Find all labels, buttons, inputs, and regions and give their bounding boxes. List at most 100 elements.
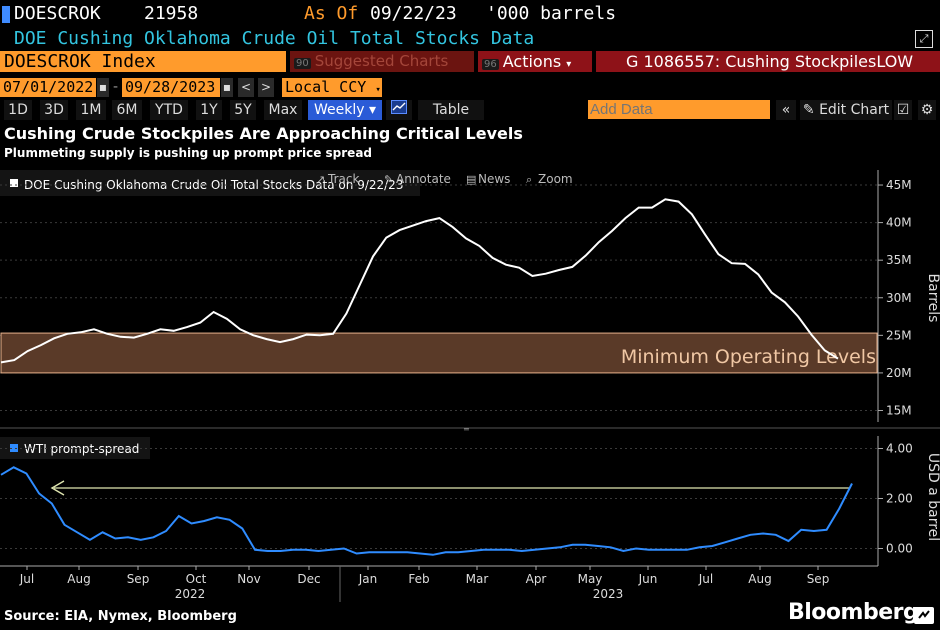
security-bar: DOESCROK Index 90 Suggested Charts 96 Acti…	[0, 50, 940, 74]
y-tick-label: 45M	[886, 178, 912, 192]
period-6m[interactable]: 6M	[112, 100, 142, 120]
period-1y[interactable]: 1Y	[196, 100, 222, 120]
edit-chart-label: Edit Chart	[819, 102, 890, 118]
chevron-left-icon[interactable]: <	[238, 78, 254, 97]
y-axis-title: USD a barrel	[925, 453, 940, 541]
chevron-down-icon: ▾	[566, 59, 572, 70]
year-label: 2022	[175, 587, 206, 601]
suggested-num: 90	[294, 58, 311, 69]
chart-title: Cushing Crude Stockpiles Are Approaching…	[4, 124, 523, 143]
news-tool: News	[478, 172, 510, 186]
add-data-input[interactable]	[588, 100, 770, 119]
x-tick-label: Jul	[19, 572, 34, 586]
legend-swatch	[10, 444, 18, 452]
chart-id-title[interactable]: G 1086557: Cushing StockpilesLOW	[596, 51, 940, 72]
year-label: 2023	[593, 587, 624, 601]
x-tick-label: Dec	[297, 572, 320, 586]
end-date-input[interactable]: 09/28/2023	[122, 78, 220, 97]
collapse-icon[interactable]: «	[776, 100, 796, 120]
period-ytd[interactable]: YTD	[150, 100, 188, 120]
security-header-row: DOESCROK 21958 As Of 09/22/23 '000 barre…	[0, 0, 940, 28]
edit-chart-button[interactable]: ✎ Edit Chart	[800, 100, 892, 120]
ticker[interactable]: DOESCROK	[14, 3, 101, 24]
y-tick-label: 30M	[886, 291, 912, 305]
units-label: '000 barrels	[486, 3, 617, 24]
x-tick-label: Sep	[127, 572, 150, 586]
x-tick-label: Apr	[526, 572, 547, 586]
period-3d[interactable]: 3D	[40, 100, 68, 120]
period-5y[interactable]: 5Y	[230, 100, 256, 120]
resize-handle-icon: ═	[463, 425, 469, 434]
x-tick-label: Feb	[408, 572, 429, 586]
x-tick-label: Jun	[638, 572, 658, 586]
period-1d[interactable]: 1D	[4, 100, 32, 120]
edit-icon[interactable]: ☑	[894, 100, 912, 120]
x-tick-label: Nov	[237, 572, 260, 586]
x-tick-label: Jan	[358, 572, 378, 586]
ticker-code: 21958	[144, 3, 199, 24]
description-row: DOE Cushing Oklahoma Crude Oil Total Sto…	[0, 27, 940, 51]
x-tick-label: Oct	[186, 572, 207, 586]
chevron-down-icon: ▾	[375, 85, 381, 95]
y-tick-label: 20M	[886, 366, 912, 380]
frequency-label: Weekly	[313, 102, 365, 118]
annotate-tool: Annotate	[396, 172, 451, 186]
period-1m[interactable]: 1M	[76, 100, 106, 120]
bloomberg-logo: Bloomberg	[788, 600, 919, 625]
expand-icon[interactable]: ⤢	[915, 30, 933, 48]
ticker-marker	[2, 6, 10, 23]
suggested-charts-button[interactable]: 90 Suggested Charts	[290, 51, 474, 72]
minimum-operating-band	[0, 332, 878, 374]
y-axis-title: Barrels	[925, 274, 940, 323]
period-max[interactable]: Max	[264, 100, 302, 120]
calendar-icon[interactable]: ▪	[221, 78, 233, 97]
chart-area[interactable]: DOE Cushing Oklahoma Crude Oil Total Sto…	[0, 162, 940, 602]
x-tick-label: Mar	[466, 572, 489, 586]
currency-label: Local CCY	[285, 78, 367, 96]
y-tick-label: 2.00	[886, 492, 913, 506]
stocks-line	[0, 198, 839, 364]
news-icon: ▤	[466, 173, 476, 186]
y-tick-label: 35M	[886, 253, 912, 267]
chart-type-icon[interactable]	[386, 100, 412, 120]
track-tool: Track	[327, 172, 359, 186]
y-tick-label: 4.00	[886, 442, 913, 456]
chevron-down-icon: ▾	[368, 102, 376, 118]
x-tick-label: Aug	[67, 572, 90, 586]
legend-label: DOE Cushing Oklahoma Crude Oil Total Sto…	[24, 178, 403, 192]
x-tick-label: Sep	[807, 572, 830, 586]
range-row: 07/01/2022 ▪ - 09/28/2023 ▪ < > Local CC…	[0, 76, 940, 98]
start-date-input[interactable]: 07/01/2022	[0, 78, 96, 97]
calendar-icon[interactable]: ▪	[97, 78, 109, 97]
series-description: DOE Cushing Oklahoma Crude Oil Total Sto…	[14, 28, 535, 49]
track-icon: ↗	[316, 173, 325, 186]
chevron-right-icon[interactable]: >	[258, 78, 274, 97]
settings-gear-icon[interactable]: ⚙	[918, 100, 936, 120]
frequency-select[interactable]: Weekly ▾	[308, 100, 382, 120]
y-tick-label: 25M	[886, 328, 912, 342]
actions-menu[interactable]: 96 Actions ▾	[478, 51, 592, 72]
y-tick-label: 15M	[886, 403, 912, 417]
legend-swatch	[10, 179, 18, 187]
x-tick-label: Jul	[698, 572, 713, 586]
period-toolbar: 1D 3D 1M 6M YTD 1Y 5Y Max Weekly ▾ Table…	[0, 99, 940, 121]
actions-num: 96	[482, 59, 499, 70]
chart-subtitle: Plummeting supply is pushing up prompt p…	[4, 146, 373, 160]
arrow-left-icon	[50, 480, 65, 496]
zoom-tool: Zoom	[538, 172, 573, 186]
share-icon[interactable]	[913, 605, 935, 625]
y-tick-label: 0.00	[886, 542, 913, 556]
currency-select[interactable]: Local CCY ▾	[282, 78, 382, 97]
table-button[interactable]: Table	[418, 100, 484, 120]
actions-label: Actions	[502, 52, 562, 71]
source-note: Source: EIA, Nymex, Bloomberg	[4, 609, 237, 624]
legend-background	[0, 170, 420, 196]
asof-date[interactable]: 09/22/23	[370, 3, 457, 24]
x-tick-label: May	[578, 572, 603, 586]
range-dash: -	[113, 79, 119, 95]
x-tick-label: Aug	[748, 572, 771, 586]
security-field[interactable]: DOESCROK Index	[0, 51, 286, 72]
suggested-label: Suggested Charts	[314, 52, 449, 70]
spread-line	[0, 466, 853, 556]
zoom-icon: ⌕	[526, 173, 532, 186]
